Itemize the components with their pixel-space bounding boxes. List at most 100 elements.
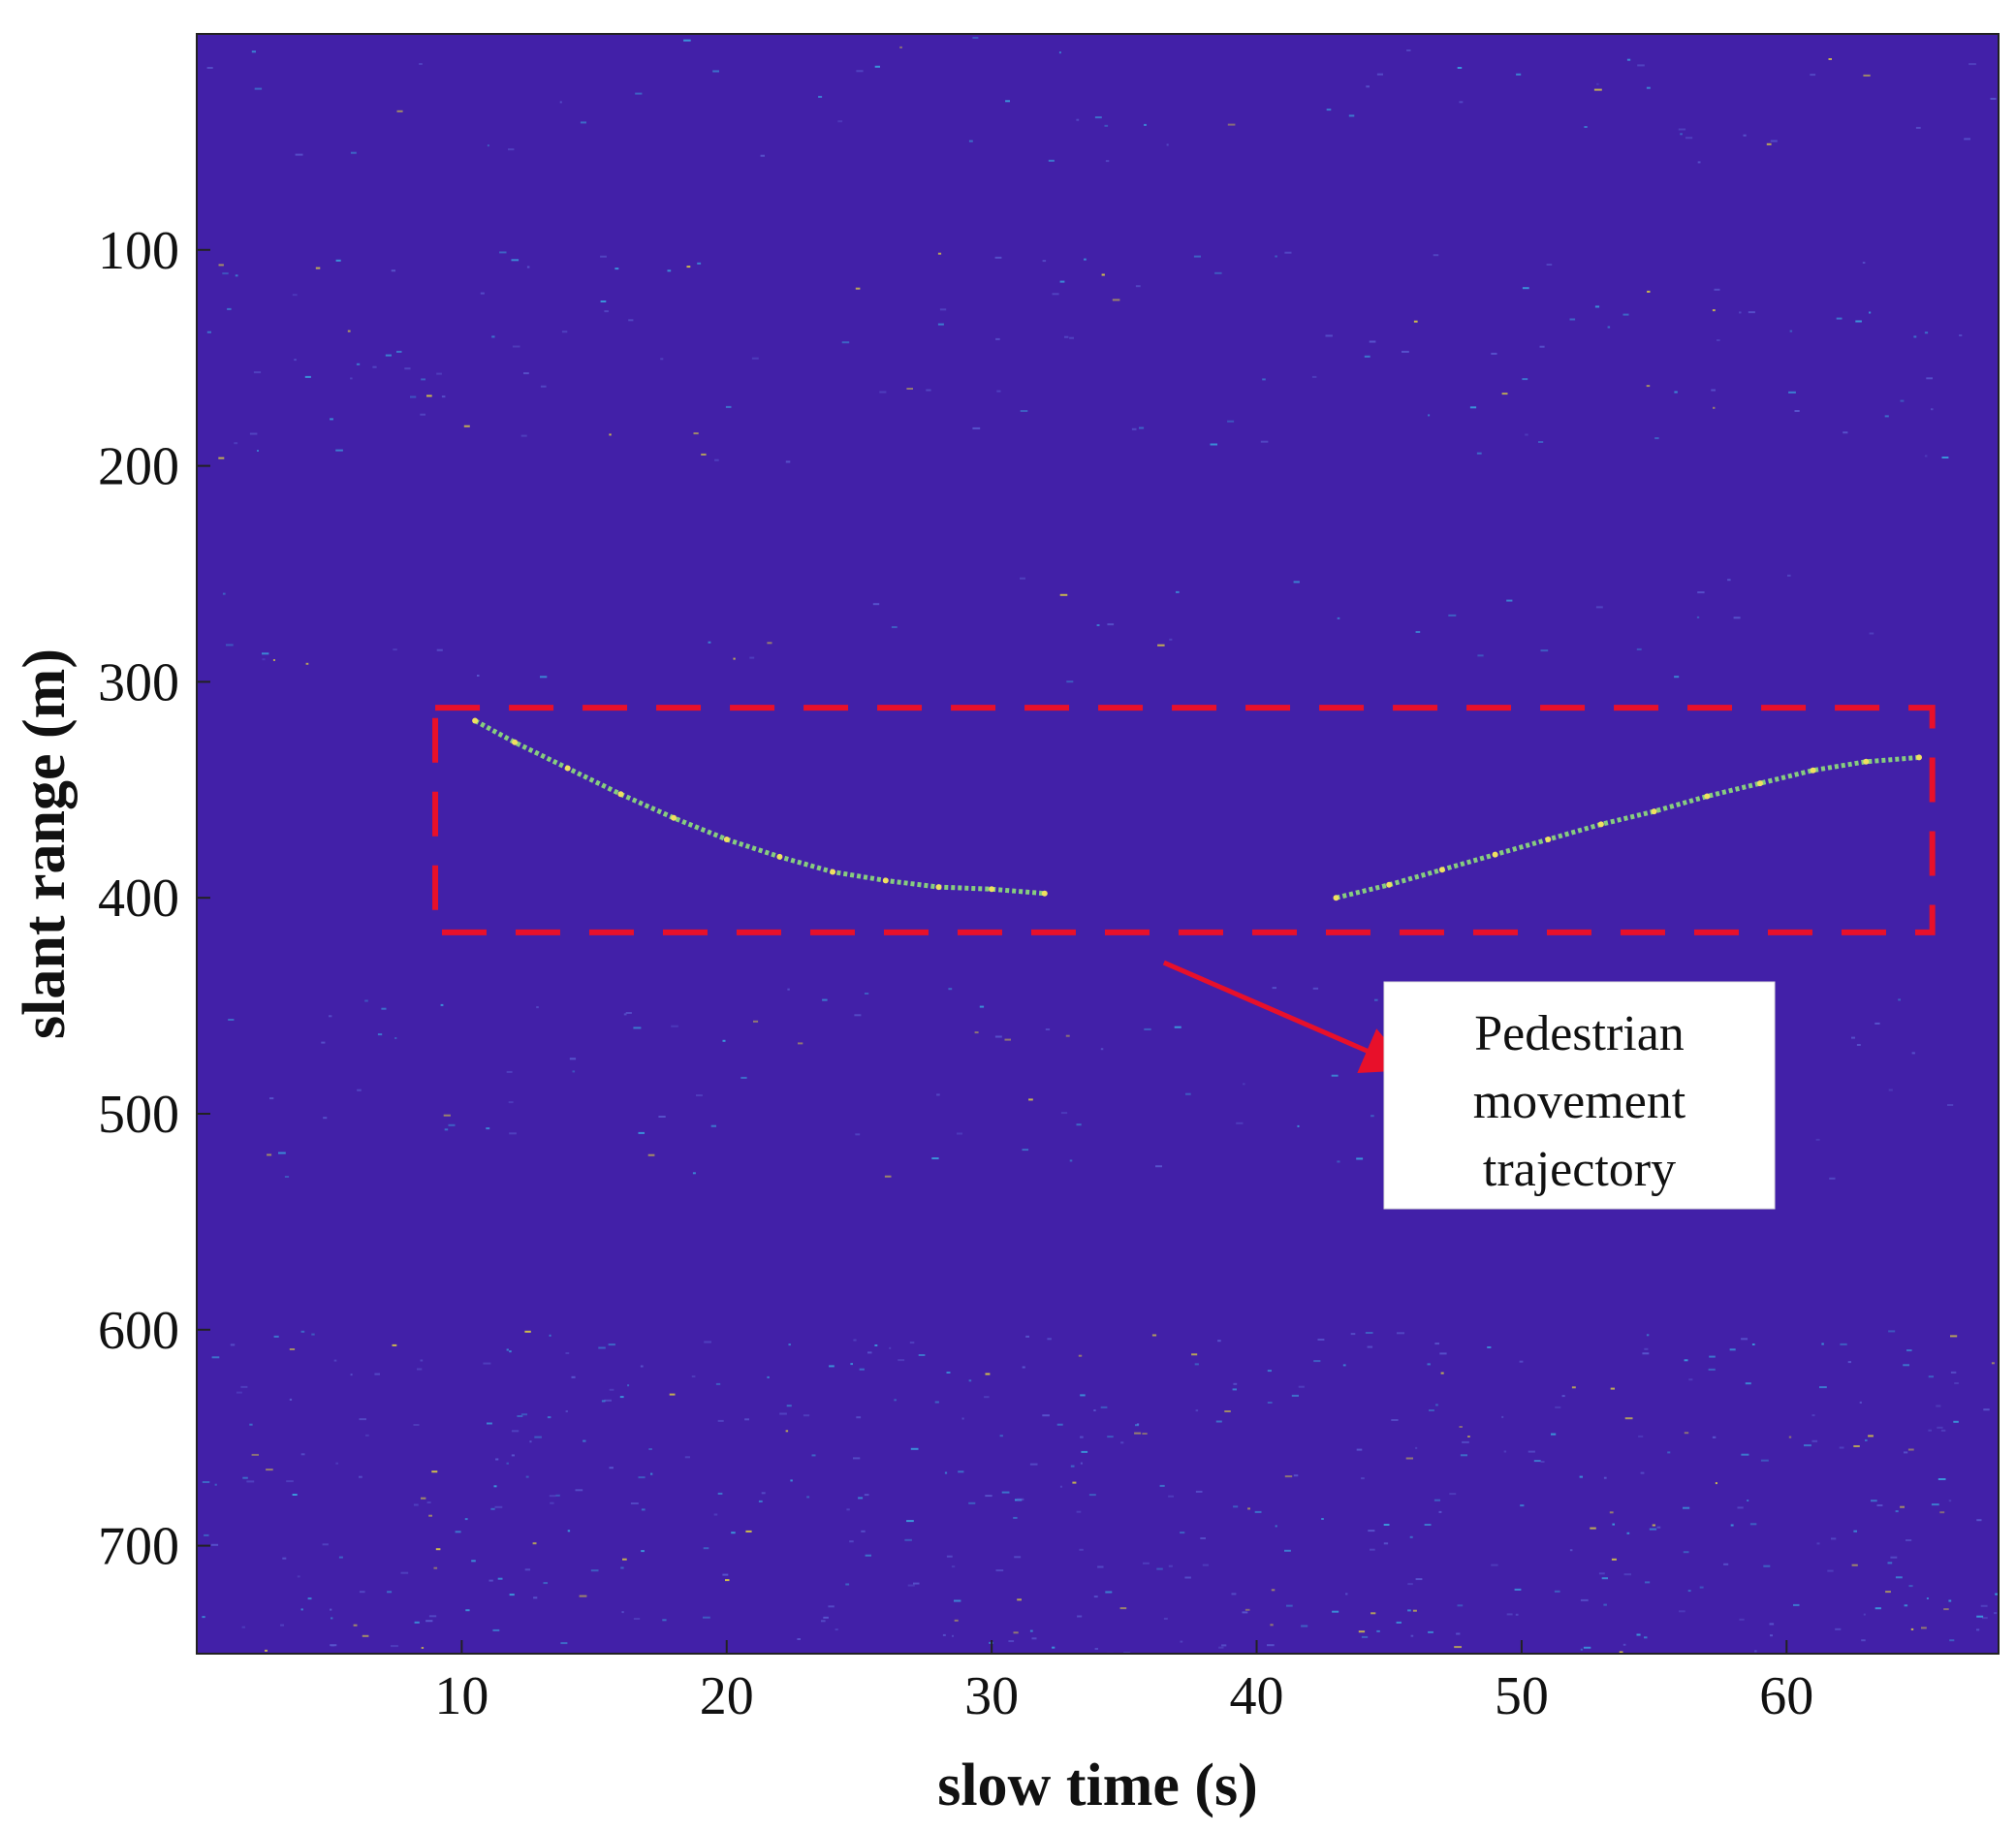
clutter-speckle	[628, 319, 634, 322]
clutter-speckle	[1516, 73, 1522, 76]
clutter-speckle	[856, 70, 864, 73]
clutter-speckle	[520, 434, 527, 437]
clutter-speckle	[1298, 1385, 1305, 1388]
clutter-speckle	[740, 1076, 747, 1079]
clutter-speckle	[1056, 1423, 1063, 1426]
clutter-speckle	[1688, 1378, 1693, 1381]
clutter-speckle	[1409, 1535, 1413, 1538]
clutter-speckle	[1637, 64, 1645, 67]
clutter-speckle	[300, 1330, 305, 1333]
clutter-speckle	[292, 294, 298, 297]
clutter-speckle	[1622, 313, 1629, 316]
clutter-speckle	[1180, 1640, 1183, 1643]
trajectory-line	[1335, 754, 1920, 901]
clutter-speckle	[1947, 1104, 1954, 1106]
clutter-speckle	[1948, 1500, 1952, 1502]
clutter-speckle	[214, 1483, 217, 1486]
clutter-speckle	[495, 1458, 499, 1461]
clutter-speckle	[278, 1152, 286, 1154]
clutter-speckle	[1236, 1122, 1244, 1124]
clutter-speckle	[365, 1434, 369, 1437]
clutter-speckle	[1101, 273, 1105, 276]
clutter-speckle	[722, 1039, 726, 1042]
clutter-speckle	[1022, 1366, 1025, 1369]
clutter-speckle	[1685, 137, 1693, 140]
clutter-speckle	[1042, 1414, 1050, 1417]
clutter-speckle	[329, 1015, 332, 1018]
clutter-speckle	[1794, 410, 1800, 412]
clutter-speckle	[638, 1131, 645, 1134]
clutter-speckle	[1440, 1372, 1444, 1375]
clutter-speckle	[934, 1401, 939, 1404]
clutter-speckle	[1275, 255, 1277, 258]
clutter-speckle	[1247, 1507, 1250, 1510]
clutter-speckle	[1745, 1382, 1751, 1385]
clutter-speckle	[845, 1583, 850, 1586]
clutter-speckle	[1584, 126, 1588, 128]
clutter-speckle	[733, 657, 736, 660]
clutter-speckle	[667, 269, 672, 272]
clutter-speckle	[1612, 1523, 1615, 1526]
clutter-speckle	[289, 1348, 296, 1350]
clutter-speckle	[1326, 109, 1332, 111]
clutter-speckle	[413, 1503, 419, 1506]
clutter-speckle	[561, 331, 568, 333]
clutter-speckle	[282, 1557, 287, 1560]
trajectory-point	[1863, 758, 1870, 765]
clutter-speckle	[428, 1514, 432, 1517]
clutter-speckle	[297, 1575, 300, 1578]
y-tick-label: 100	[98, 221, 179, 281]
clutter-speckle	[1407, 1583, 1413, 1586]
clutter-speckle	[315, 267, 321, 269]
clutter-speckle	[850, 1363, 853, 1366]
clutter-speckle	[1843, 431, 1848, 434]
clutter-speckle	[995, 337, 1000, 340]
clutter-speckle	[725, 1579, 730, 1582]
clutter-speckle	[867, 1351, 872, 1354]
clutter-speckle	[1636, 1633, 1641, 1636]
clutter-speckle	[1364, 355, 1370, 358]
clutter-speckle	[1456, 1632, 1461, 1635]
clutter-speckle	[1555, 1406, 1561, 1408]
clutter-speckle-layer	[202, 37, 1999, 1654]
clutter-speckle	[1928, 1429, 1932, 1432]
clutter-speckle	[393, 648, 397, 651]
clutter-speckle	[396, 350, 402, 353]
clutter-speckle	[1646, 385, 1651, 388]
clutter-speckle	[1042, 260, 1047, 263]
clutter-speckle	[995, 1569, 1004, 1572]
clutter-speckle	[717, 1492, 723, 1495]
clutter-speckle	[1270, 1624, 1274, 1627]
clutter-speckle	[1595, 606, 1603, 609]
trajectory-point	[1545, 837, 1552, 842]
clutter-speckle	[1072, 1481, 1077, 1484]
clutter-speckle	[1081, 1450, 1088, 1453]
clutter-speckle	[1107, 623, 1115, 626]
clutter-speckle	[918, 1354, 926, 1356]
clutter-speckle	[1937, 1478, 1946, 1480]
clutter-speckle	[855, 1133, 861, 1136]
clutter-speckle	[1275, 1525, 1277, 1528]
clutter-speckle	[1904, 1604, 1908, 1607]
clutter-speckle	[691, 1375, 696, 1377]
clutter-speckle	[968, 140, 973, 142]
clutter-speckle	[436, 372, 442, 375]
clutter-speckle	[904, 1538, 912, 1541]
clutter-speckle	[1321, 1518, 1324, 1520]
clutter-speckle	[272, 659, 275, 661]
clutter-speckle	[1337, 616, 1340, 619]
clutter-speckle	[1168, 1564, 1173, 1567]
clutter-speckle	[441, 395, 446, 398]
clutter-speckle	[1936, 1405, 1941, 1407]
clutter-speckle	[1176, 590, 1180, 593]
trajectory-layer	[472, 717, 1922, 901]
clutter-speckle	[761, 1492, 766, 1495]
clutter-speckle	[1506, 599, 1513, 602]
clutter-speckle	[1836, 317, 1843, 320]
clutter-speckle	[440, 1003, 444, 1006]
clutter-speckle	[517, 1415, 523, 1417]
clutter-speckle	[1415, 1578, 1423, 1581]
clutter-speckle	[1729, 1348, 1736, 1351]
clutter-speckle	[1069, 1159, 1073, 1162]
